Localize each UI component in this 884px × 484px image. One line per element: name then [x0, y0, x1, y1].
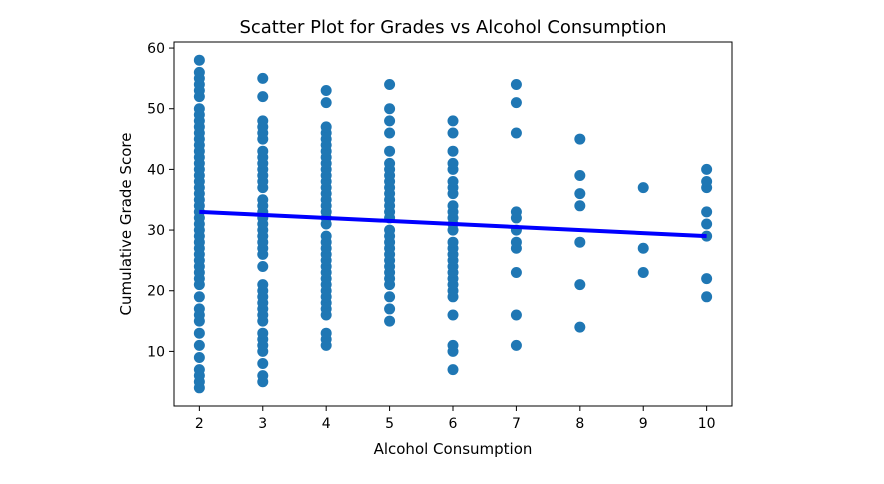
data-point [384, 224, 396, 236]
data-point [701, 291, 713, 303]
data-point [447, 157, 459, 169]
data-point [447, 364, 459, 376]
data-point [384, 157, 396, 169]
data-point [574, 321, 586, 333]
x-tick-label: 3 [258, 416, 267, 432]
data-point [320, 85, 332, 97]
y-tick-label: 30 [147, 223, 165, 239]
data-point [320, 327, 332, 339]
data-point [447, 339, 459, 351]
data-point [574, 236, 586, 248]
data-point [574, 279, 586, 291]
data-point [257, 327, 269, 339]
points-layer [193, 54, 713, 394]
data-point [510, 309, 522, 321]
data-point [447, 309, 459, 321]
data-point [574, 133, 586, 145]
data-point [510, 339, 522, 351]
data-point [257, 279, 269, 291]
x-tick-label: 8 [575, 416, 584, 432]
data-point [257, 115, 269, 127]
data-point [637, 182, 649, 194]
data-point [510, 267, 522, 279]
data-point [257, 72, 269, 84]
data-point [574, 188, 586, 200]
y-axis-label: Cumulative Grade Score [117, 133, 135, 316]
data-point [701, 273, 713, 285]
x-tick-label: 2 [195, 416, 204, 432]
data-point [384, 291, 396, 303]
data-point [510, 206, 522, 218]
data-point [510, 78, 522, 90]
data-point [320, 230, 332, 242]
y-tick-label: 40 [147, 162, 165, 178]
data-point [257, 145, 269, 157]
data-point [447, 200, 459, 212]
data-point [510, 127, 522, 139]
data-point [447, 236, 459, 248]
y-tick-label: 20 [147, 284, 165, 300]
data-point [384, 303, 396, 315]
x-tick-label: 5 [385, 416, 394, 432]
data-point [193, 303, 205, 315]
data-point [637, 267, 649, 279]
data-point [193, 327, 205, 339]
data-point [193, 66, 205, 78]
data-point [257, 260, 269, 272]
data-point [447, 145, 459, 157]
data-point [384, 145, 396, 157]
data-point [510, 236, 522, 248]
data-point [701, 218, 713, 230]
data-point [574, 200, 586, 212]
data-point [320, 121, 332, 133]
x-tick-label: 4 [322, 416, 331, 432]
data-point [257, 370, 269, 382]
data-point [510, 97, 522, 109]
x-tick-label: 9 [639, 416, 648, 432]
data-point [384, 78, 396, 90]
data-point [257, 91, 269, 103]
data-point [193, 103, 205, 115]
regression-line [199, 209, 707, 239]
data-point [701, 163, 713, 175]
y-axis: 10 20 30 40 50 60 [147, 41, 174, 360]
x-axis: 2 3 4 5 6 7 8 9 10 [195, 406, 716, 432]
data-point [701, 176, 713, 188]
data-point [257, 358, 269, 370]
data-point [193, 54, 205, 66]
data-point [384, 115, 396, 127]
data-point [447, 127, 459, 139]
x-axis-label: Alcohol Consumption [374, 440, 533, 458]
y-tick-label: 60 [147, 41, 165, 57]
x-tick-label: 7 [512, 416, 521, 432]
x-tick-label: 10 [698, 416, 716, 432]
data-point [384, 103, 396, 115]
x-tick-label: 6 [449, 416, 458, 432]
data-point [320, 97, 332, 109]
data-point [384, 315, 396, 327]
data-point [193, 351, 205, 363]
data-point [574, 169, 586, 181]
data-point [257, 194, 269, 206]
data-point [701, 206, 713, 218]
data-point [193, 291, 205, 303]
data-point [384, 127, 396, 139]
fit-line-layer [199, 209, 707, 239]
y-tick-label: 10 [147, 344, 165, 360]
chart-title: Scatter Plot for Grades vs Alcohol Consu… [239, 17, 666, 38]
y-tick-label: 50 [147, 102, 165, 118]
data-point [447, 115, 459, 127]
data-point [447, 176, 459, 188]
data-point [193, 339, 205, 351]
data-point [637, 242, 649, 254]
data-point [193, 364, 205, 376]
